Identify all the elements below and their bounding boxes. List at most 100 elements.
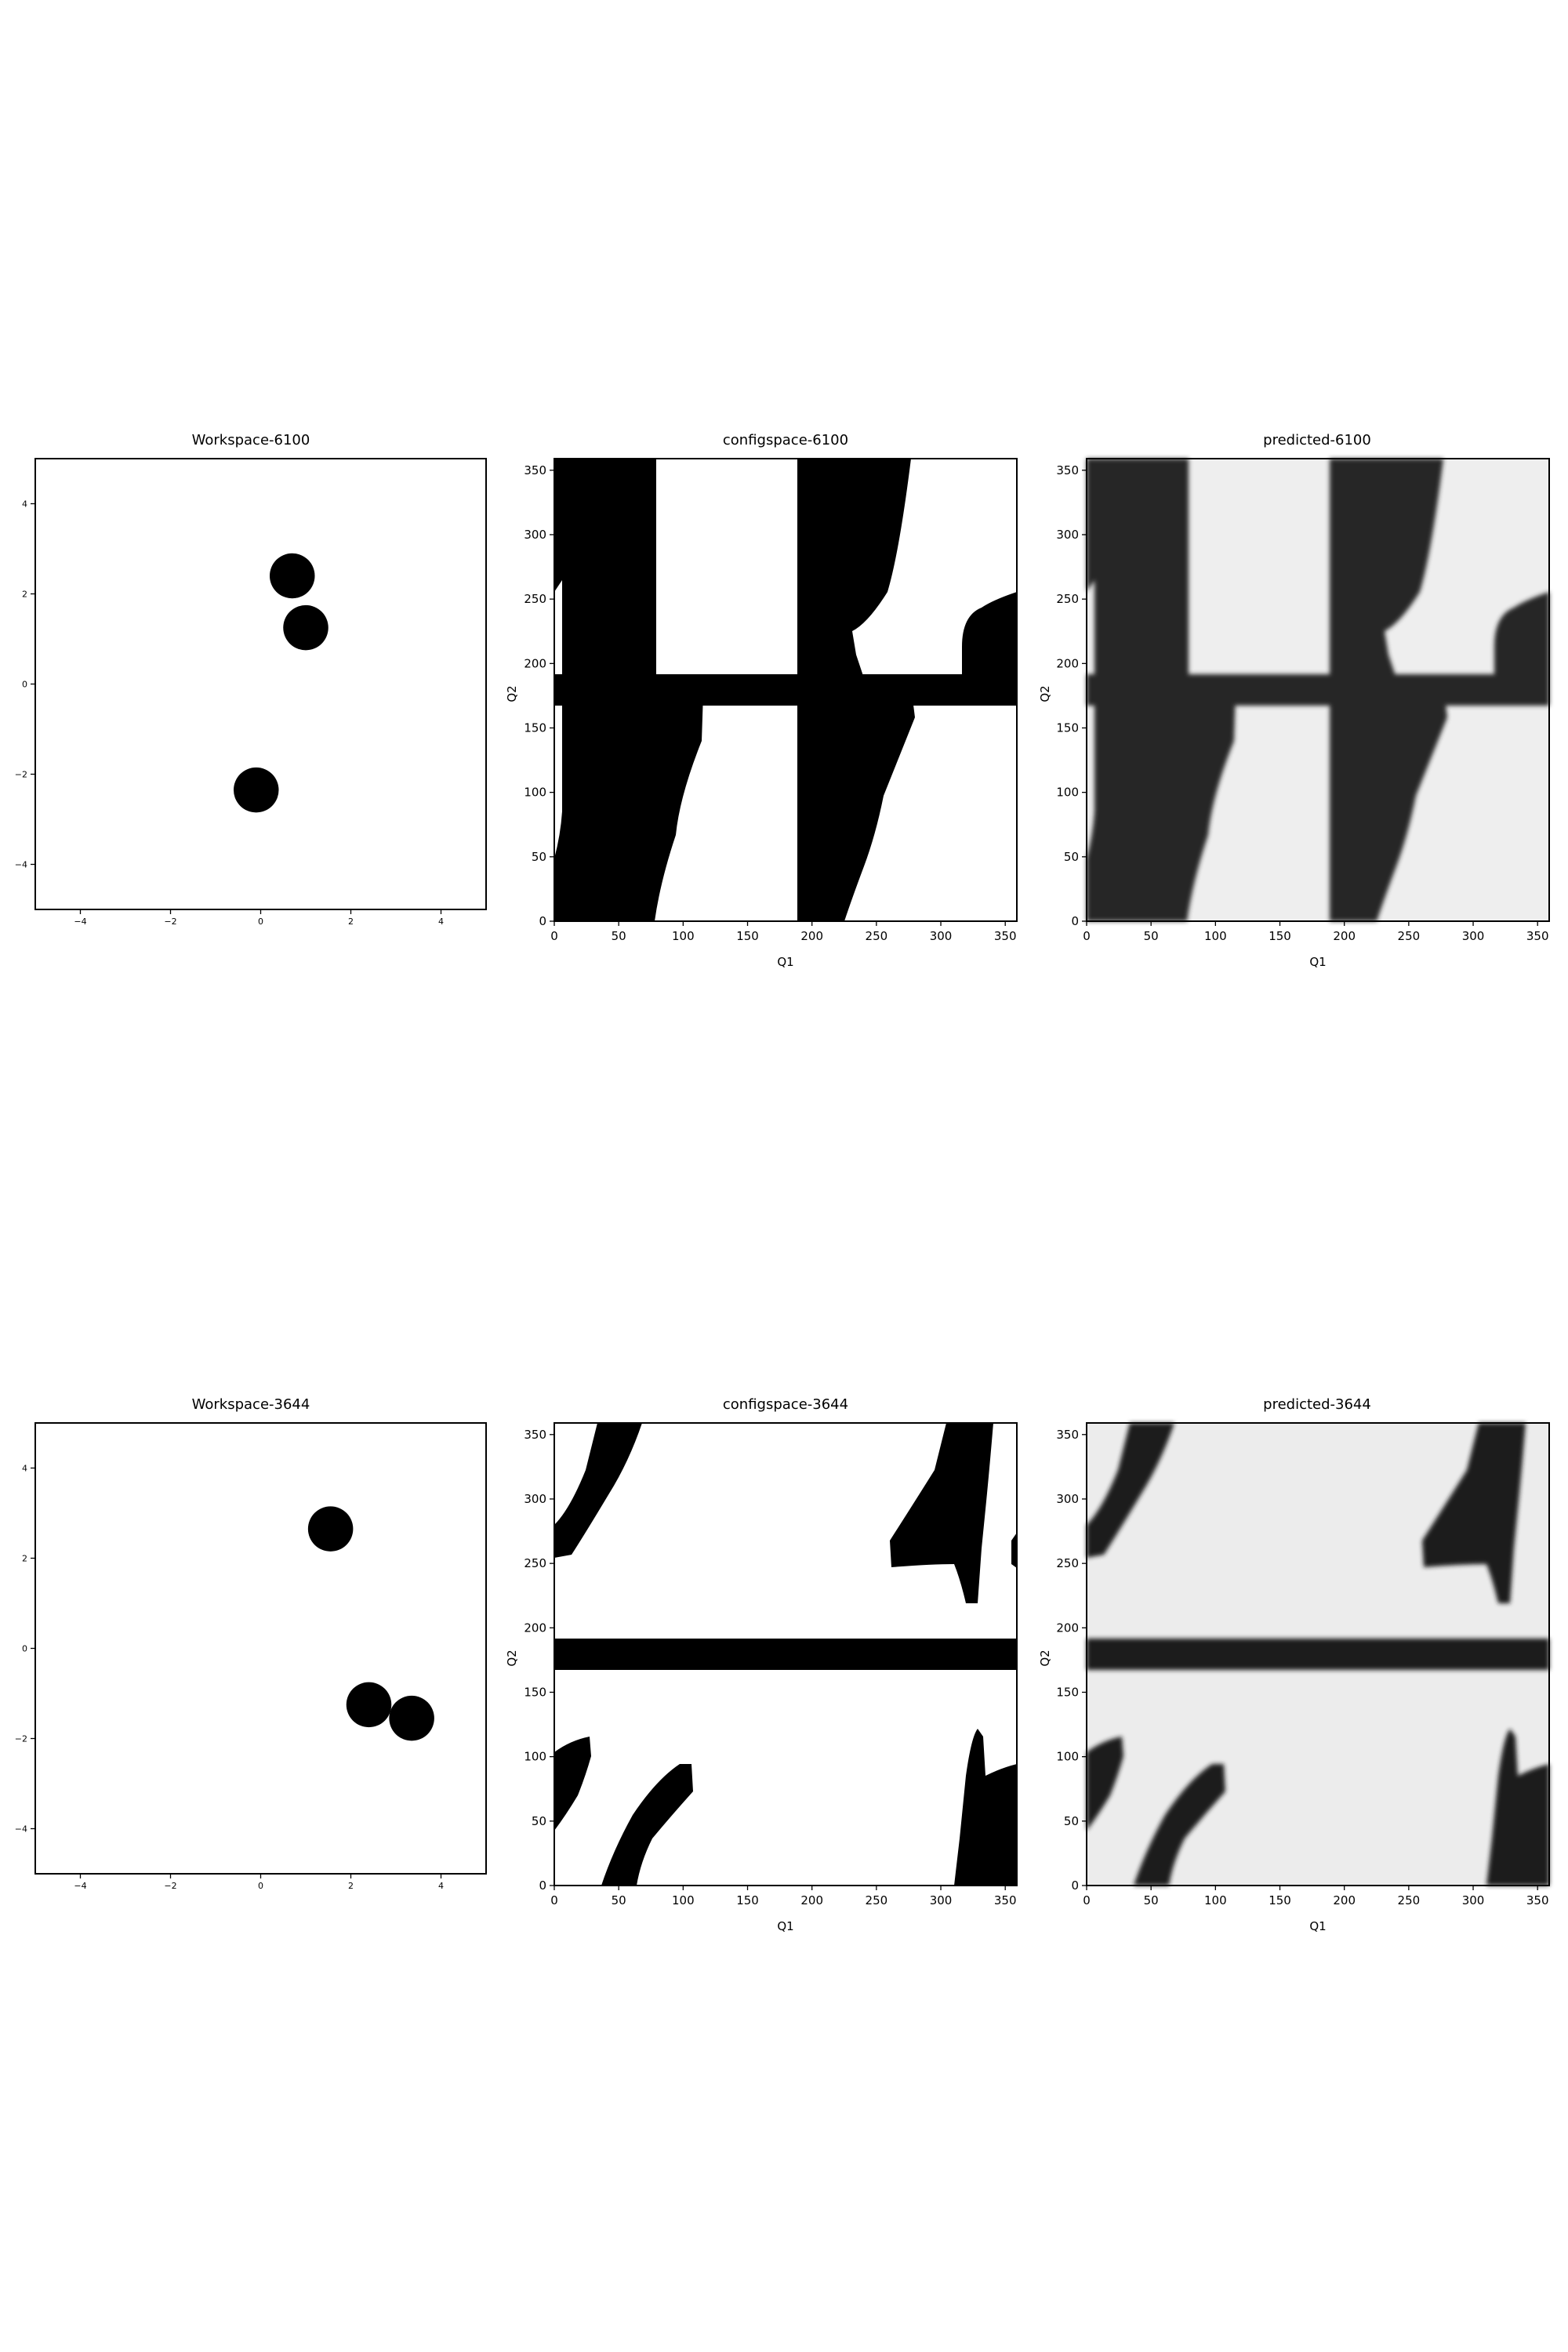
y-tick-label: 4 (22, 499, 27, 510)
x-tick-label: 50 (612, 1893, 626, 1907)
x-tick-label: 300 (1462, 929, 1485, 943)
y-tick-label: −2 (15, 1734, 27, 1744)
y-tick-label: 250 (524, 592, 546, 606)
predicted-3644-title: predicted-3644 (1263, 1396, 1371, 1413)
y-tick-label: 200 (1056, 656, 1079, 670)
x-axis: 0 50 100 150 200 250 300 350 (550, 921, 1016, 943)
y-tick-label: 50 (1064, 1814, 1079, 1828)
x-tick-label: 0 (258, 916, 263, 927)
x-axis: −4 −2 0 2 4 (74, 909, 444, 927)
workspace-6100-plot: Workspace-6100 −4 −2 0 2 4 −4 −2 0 2 4 (0, 423, 502, 941)
y-tick-label: 150 (1056, 720, 1079, 735)
x-tick-label: 0 (550, 1893, 558, 1907)
y-tick-label: 50 (532, 1814, 546, 1828)
y-axis-label: Q2 (1038, 1650, 1052, 1666)
x-tick-label: 0 (550, 929, 558, 943)
x-tick-label: 200 (1333, 929, 1356, 943)
y-axis-label: Q2 (505, 1650, 519, 1666)
plot-area: 0 50 100 150 200 250 300 350 0 50 100 150 200 250 300… (1056, 459, 1549, 943)
x-tick-label: 100 (672, 929, 695, 943)
predicted-6100-title: predicted-6100 (1263, 432, 1371, 448)
x-tick-label: 50 (1144, 1893, 1159, 1907)
y-axis: 0 50 100 150 200 250 300 350 (1056, 1428, 1087, 1893)
x-tick-label: 150 (736, 1893, 759, 1907)
y-tick-label: 100 (524, 1750, 546, 1764)
y-axis: −4−2024 (15, 1464, 35, 1835)
y-axis-label: Q2 (1038, 685, 1052, 702)
y-tick-label: 300 (1056, 1492, 1079, 1506)
configspace-6100-title: configspace-6100 (723, 432, 848, 448)
x-tick-label: 350 (1526, 929, 1549, 943)
y-tick-label: 300 (524, 1492, 546, 1506)
x-tick-label: 2 (348, 916, 354, 927)
y-tick-label: 50 (1064, 850, 1079, 864)
x-tick-label: 150 (1269, 1893, 1291, 1907)
y-tick-label: 0 (22, 1644, 27, 1654)
x-axis-label: Q1 (777, 1919, 793, 1933)
x-tick-label: 300 (930, 929, 953, 943)
predicted-6100-plot: predicted-6100 Q2 0 50 100 150 200 250 300 350 … (1035, 423, 1568, 980)
x-tick-label: 100 (1204, 1893, 1227, 1907)
y-tick-label: −2 (15, 770, 27, 780)
y-tick-label: 200 (1056, 1621, 1079, 1635)
y-tick-label: −4 (15, 860, 27, 870)
workspace-6100-title: Workspace-6100 (192, 432, 310, 448)
y-tick-label: 200 (524, 656, 546, 670)
obstacle-horizontal-bar (1087, 1639, 1549, 1670)
x-tick-label: 0 (258, 1881, 263, 1891)
configspace-6100-plot: configspace-6100 Q2 0 50 100 150 200 250 300 35… (502, 423, 1035, 980)
y-axis-label: Q2 (505, 685, 519, 702)
obstacle-circle (234, 768, 279, 813)
y-tick-label: 350 (524, 1428, 546, 1442)
obstacle-horizontal-bar (1087, 674, 1549, 706)
y-tick-label: 300 (524, 528, 546, 542)
x-tick-label: 0 (1083, 929, 1091, 943)
x-tick-label: 200 (800, 929, 823, 943)
configspace-3644-title: configspace-3644 (723, 1396, 848, 1413)
x-tick-label: 50 (1144, 929, 1159, 943)
y-tick-label: 200 (524, 1621, 546, 1635)
y-tick-label: 250 (524, 1556, 546, 1570)
y-tick-label: 100 (1056, 1750, 1079, 1764)
x-tick-label: 4 (438, 916, 444, 927)
x-axis-label: Q1 (1309, 955, 1326, 969)
y-axis: 0 50 100 150 200 250 300 350 (1056, 463, 1087, 928)
x-axis: 0 50 100 150 200 250 300 350 (1083, 1886, 1548, 1907)
x-tick-label: 200 (1333, 1893, 1356, 1907)
x-tick-label: 350 (1526, 1893, 1549, 1907)
y-tick-label: 50 (532, 850, 546, 864)
x-axis-label: Q1 (1309, 1919, 1326, 1933)
obstacle-top-left-sliver (1087, 459, 1094, 592)
x-tick-label: −2 (164, 916, 176, 927)
y-tick-label: 2 (22, 1554, 27, 1564)
y-tick-label: 0 (22, 680, 27, 690)
x-tick-label: 50 (612, 929, 626, 943)
y-tick-label: 0 (1071, 1878, 1079, 1893)
workspace-3644-title: Workspace-3644 (192, 1396, 310, 1413)
y-tick-label: 250 (1056, 1556, 1079, 1570)
workspace-3644-plot: Workspace-3644 −4 −2 0 2 4 −4−2024 (0, 1388, 502, 1905)
x-tick-label: 250 (866, 1893, 888, 1907)
y-tick-label: 0 (539, 1878, 546, 1893)
x-tick-label: 200 (800, 1893, 823, 1907)
y-tick-label: 4 (22, 1464, 27, 1474)
x-tick-label: 150 (1269, 929, 1291, 943)
plot-background (35, 459, 486, 909)
x-axis: 0 50 100 150 200 250 300 350 (1083, 921, 1548, 943)
x-axis-label: Q1 (777, 955, 793, 969)
x-tick-label: −4 (74, 916, 86, 927)
x-tick-label: 0 (1083, 1893, 1091, 1907)
y-tick-label: 100 (524, 786, 546, 800)
y-axis: −4 −2 0 2 4 (15, 499, 35, 870)
x-tick-label: 2 (348, 1881, 354, 1891)
x-tick-label: −2 (164, 1881, 176, 1891)
y-tick-label: 2 (22, 590, 27, 600)
y-axis: 0 50 100 150 200 250 300 350 (524, 1428, 554, 1893)
plot-area: 0 50 100 150 200 250 300 350 0 50 100 150 200 250 300… (1056, 1423, 1549, 1907)
x-tick-label: 150 (736, 929, 759, 943)
y-tick-label: 350 (1056, 463, 1079, 477)
x-tick-label: 100 (672, 1893, 695, 1907)
x-axis: 0 50 100 150 200 250 300 350 (550, 1886, 1016, 1907)
obstacle-top-left-sliver (554, 459, 562, 592)
x-tick-label: 300 (930, 1893, 953, 1907)
